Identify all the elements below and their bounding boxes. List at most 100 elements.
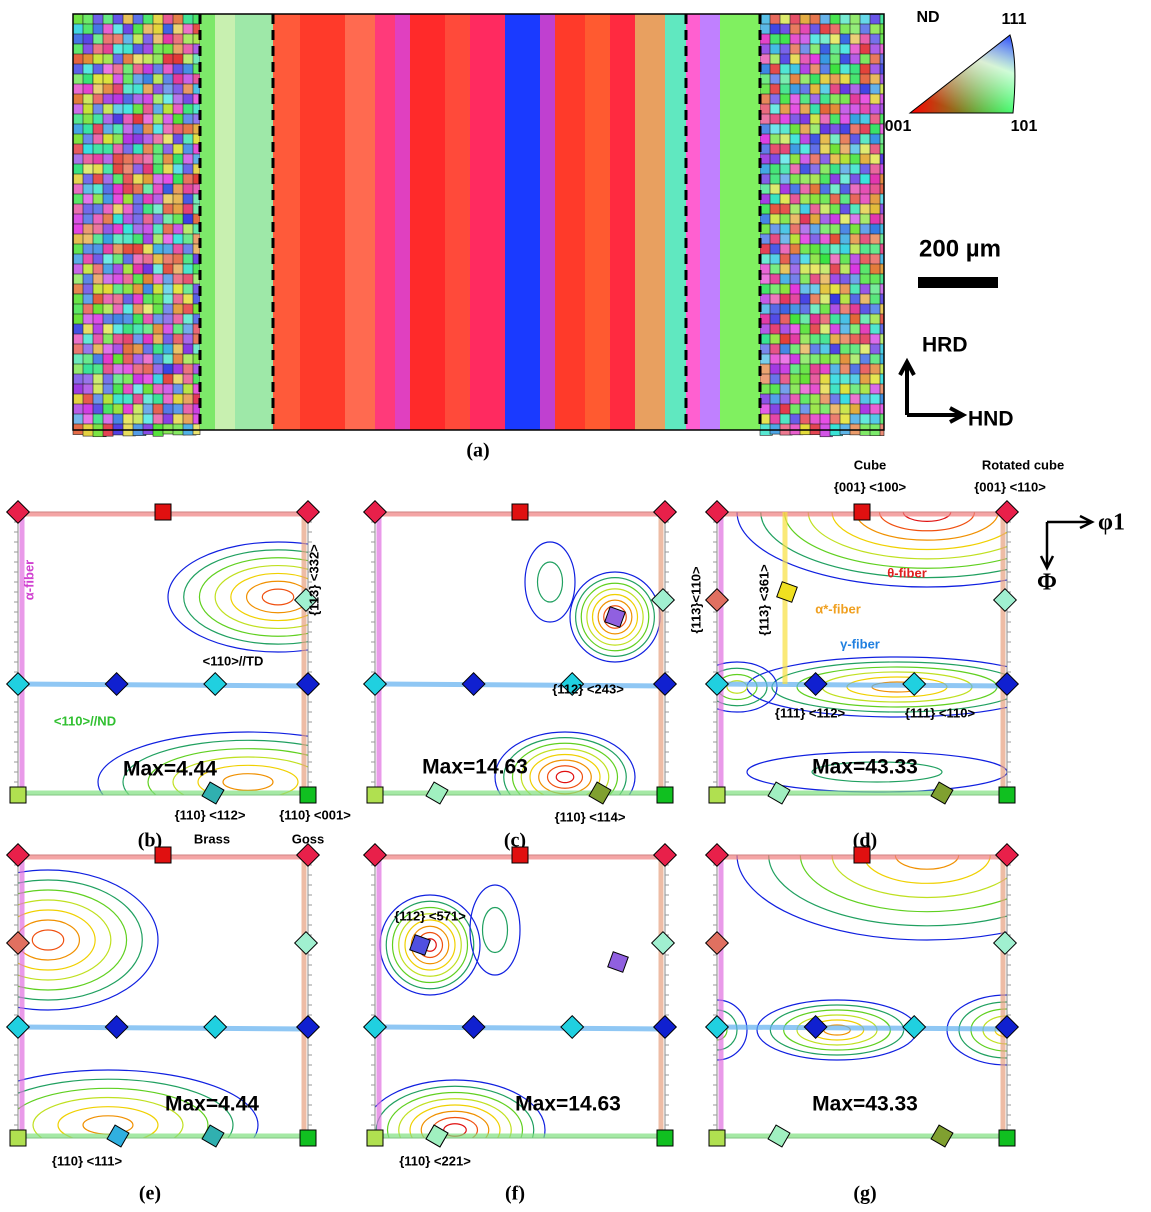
grain (153, 54, 164, 64)
grain (790, 274, 800, 285)
bottom-cube (657, 787, 673, 803)
orientation-cube (652, 932, 675, 955)
grain (850, 334, 861, 345)
axis-label: HRD (922, 334, 968, 357)
band (665, 14, 686, 430)
grain (143, 114, 153, 125)
grain (830, 294, 840, 304)
gamma-fiber (375, 1027, 665, 1029)
grain (183, 284, 194, 295)
grain (183, 394, 194, 404)
band (686, 14, 700, 430)
orientation-cube (105, 1016, 128, 1039)
gamma-fiber (717, 684, 1007, 686)
grain (123, 84, 134, 94)
grain (103, 264, 114, 275)
grain (83, 404, 93, 415)
annotation: {110} <111> (52, 1153, 123, 1168)
annotation: θ-fiber (887, 565, 927, 580)
odf-panels: (b)Max=4.44α-fiber{113} <332><110>//TD<1… (0, 437, 1117, 1205)
orientation-cube (903, 1016, 926, 1039)
grain (780, 114, 790, 124)
grain (820, 114, 831, 125)
orientation-cube (204, 1016, 227, 1039)
max-label: Max=14.63 (422, 756, 528, 779)
bottom-cube (657, 1130, 673, 1146)
grain (830, 264, 841, 275)
grain (780, 214, 791, 224)
band (273, 14, 300, 430)
band (540, 14, 555, 430)
orientation-cube (202, 782, 224, 804)
annotation: <110>//TD (203, 653, 264, 668)
diamond (7, 501, 30, 524)
grain (93, 394, 104, 404)
annotation: {113} <361> (756, 564, 771, 636)
grain (113, 354, 123, 365)
annotation: {110} <114> (555, 809, 626, 824)
grain (163, 144, 174, 155)
orientation-cube (706, 1016, 729, 1039)
grain (780, 84, 791, 95)
ipf-label: 001 (885, 118, 912, 135)
grain (83, 64, 94, 75)
grain (780, 344, 791, 355)
annotation: {001} <110> (974, 479, 1046, 494)
grain (93, 44, 104, 55)
grain (83, 344, 94, 355)
grain (73, 284, 84, 294)
grain (93, 114, 103, 125)
odf-axis-label: φ1 (1098, 510, 1125, 536)
grain (760, 374, 770, 385)
diamond (297, 844, 320, 867)
grain (760, 254, 771, 265)
contour (410, 1105, 500, 1155)
orientation-cube (931, 1125, 953, 1147)
grain (163, 224, 174, 235)
contour (525, 542, 575, 622)
grain (820, 344, 830, 354)
orientation-cube (996, 673, 1019, 696)
band (720, 14, 760, 430)
odf-panel: (f)Max=14.63{112} <571>{110} <221> (364, 844, 677, 1205)
odf-panel: (b)Max=4.44α-fiber{113} <332><110>//TD<1… (7, 501, 398, 852)
grain (780, 304, 790, 315)
grain (820, 244, 830, 255)
orientation-cube (777, 582, 798, 603)
grain (790, 304, 800, 315)
grain (163, 154, 173, 165)
bottom-cube (709, 787, 725, 803)
grain (870, 204, 881, 214)
diamond (364, 844, 387, 867)
grain (153, 374, 164, 385)
diamond (706, 844, 729, 867)
bottom-cube (709, 1130, 725, 1146)
caption: (a) (466, 440, 489, 462)
frame (18, 512, 308, 795)
max-label: Max=4.44 (123, 758, 217, 781)
grain (780, 24, 790, 35)
grain (103, 294, 114, 305)
annotation: α*-fiber (815, 601, 861, 616)
annotation: {110} <001> (279, 807, 351, 822)
grain (103, 384, 114, 395)
grain (870, 74, 880, 85)
grain (760, 214, 770, 225)
contour (199, 558, 356, 637)
cube-marker (854, 847, 870, 863)
grain (83, 74, 93, 84)
grain (73, 164, 84, 174)
diamond (297, 501, 320, 524)
gamma-fiber (18, 1027, 308, 1029)
gamma-fiber (717, 1027, 1007, 1029)
annotation: {112} <571> (394, 908, 466, 923)
grain (153, 254, 164, 265)
band (300, 14, 345, 430)
max-label: Max=43.33 (812, 1093, 918, 1116)
grain (123, 204, 134, 215)
orientation-cube (768, 782, 790, 804)
orientation-cube (561, 1016, 584, 1039)
band (585, 14, 610, 430)
grain (163, 244, 174, 255)
grain (153, 344, 164, 355)
